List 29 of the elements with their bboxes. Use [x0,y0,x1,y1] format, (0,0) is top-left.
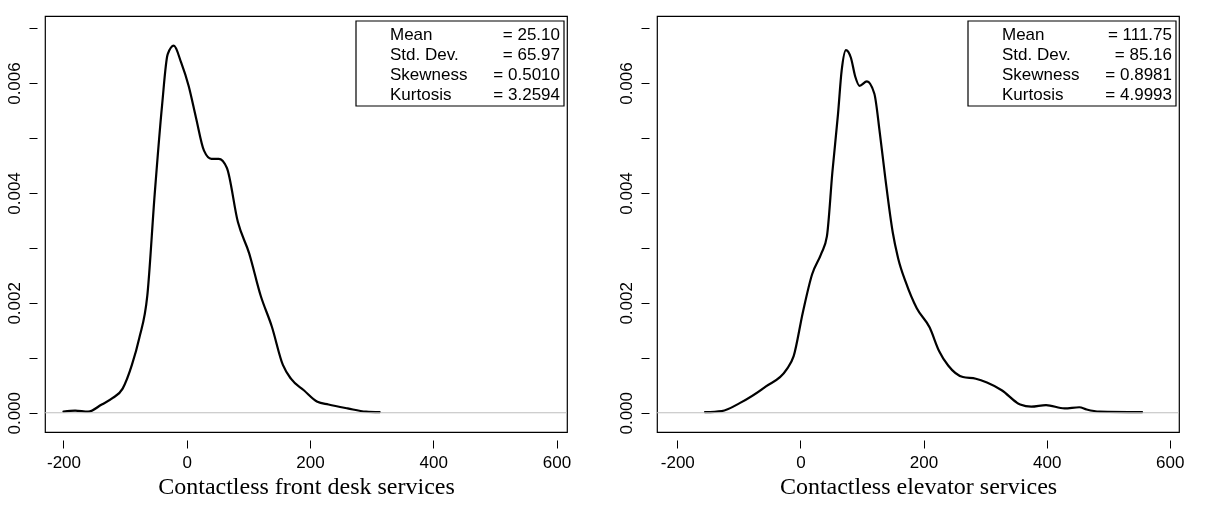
y-tick-label: 0.004 [4,172,24,215]
text: Mean = 111.75 [1002,25,1172,44]
x-tick-label: 600 [1156,452,1185,472]
text: Skewness = 0.5010 [390,65,560,84]
y-tick-label: 0.002 [616,282,636,325]
x-tick-label: 200 [296,452,325,472]
x-axis-title: Contactless front desk services [158,472,455,499]
text: Mean = 25.10 [390,25,560,44]
x-tick-label: 600 [542,452,572,472]
text: Std. Dev. = 85.16 [1002,45,1172,64]
y-tick-label: 0.000 [616,391,636,435]
x-tick-label: -200 [46,452,81,472]
x-tick-label: 400 [1032,452,1062,472]
x-tick-label: 400 [419,452,448,472]
y-tick-label: 0.002 [4,282,24,325]
x-tick-label: 0 [796,452,806,472]
x-tick-label: 200 [909,452,939,472]
text: Skewness = 0.8981 [1002,65,1172,84]
text: Std. Dev. = 65.97 [390,45,560,64]
y-tick-label: 0.004 [616,172,636,215]
x-axis-title: Contactless elevator services [779,472,1058,499]
x-tick-label: -200 [660,452,695,472]
y-tick-label: 0.000 [4,391,24,435]
line-series [62,44,381,414]
text: Kurtosis = 3.2594 [390,85,560,104]
y-tick-label: 0.006 [4,62,24,105]
text: Kurtosis = 4.9993 [1002,85,1172,104]
y-tick-label: 0.006 [616,62,636,105]
x-tick-label: 0 [182,452,192,472]
